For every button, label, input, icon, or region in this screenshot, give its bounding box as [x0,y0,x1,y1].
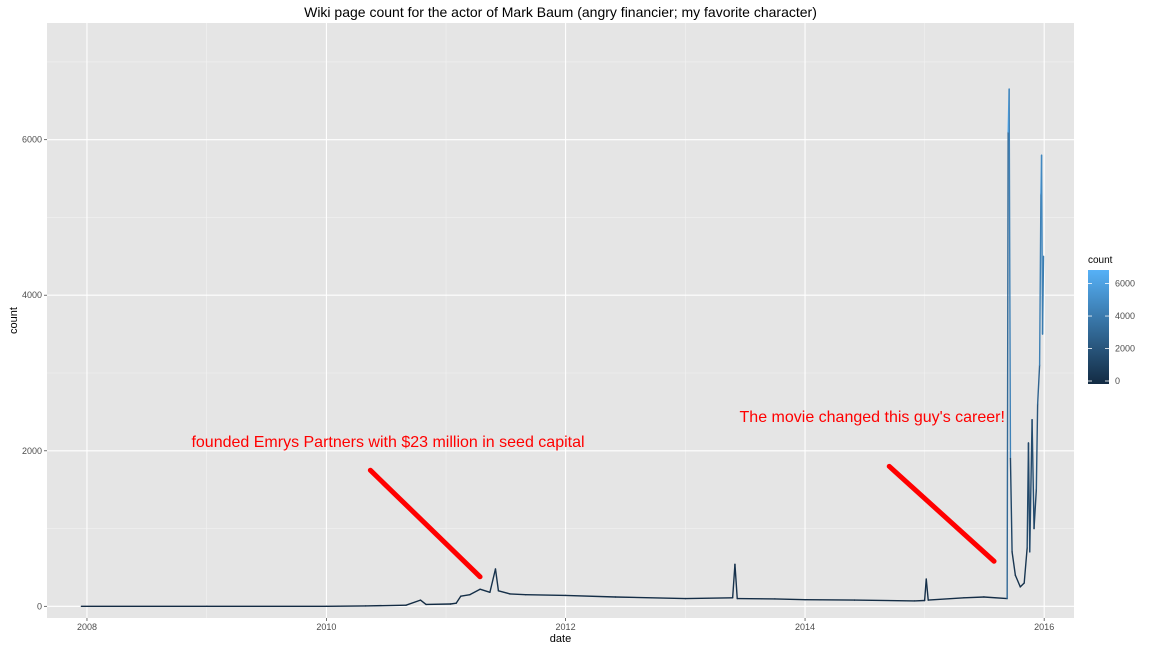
chart-title: Wiki page count for the actor of Mark Ba… [304,4,817,20]
series-segment [497,590,511,595]
series-segment [524,593,567,597]
y-tick-label: 6000 [22,135,42,145]
series-segment [419,599,427,606]
series-segment [1009,457,1013,553]
annotation-arrow [886,463,997,564]
series-segment [489,568,497,594]
series-segment [1023,547,1028,584]
legend-tick-label: 0 [1115,376,1120,386]
annotation-arrow [367,467,483,580]
series-segment [925,578,929,601]
series-segment [731,563,736,599]
series-segment [1033,488,1038,530]
series-segment [1011,551,1017,576]
legend-tick-label: 6000 [1115,279,1135,289]
y-tick-label: 2000 [22,446,42,456]
series-segment [494,568,500,592]
x-axis-label: date [550,633,571,645]
series-segment [1006,131,1009,600]
series-segment [365,604,407,607]
y-axis-label: count [8,307,20,334]
series-segment [963,596,985,599]
series-segment [614,596,687,600]
legend: count 0 2000 4000 6000 [1088,255,1135,386]
series-segment [1008,88,1012,460]
series-segment [460,593,471,597]
series-segment [1019,582,1025,588]
series-segment [469,588,481,596]
series-segment [449,602,457,605]
x-tick-label: 2008 [77,622,97,632]
series-segment [983,596,1008,600]
series-segment [734,563,738,600]
series-segment [774,598,806,601]
series-segment [1038,193,1042,366]
annotation-text: The movie changed this guy's career! [740,409,1005,426]
series-segment [1035,403,1039,491]
x-tick-label: 2010 [316,622,336,632]
annotation-text: founded Emrys Partners with $23 million … [191,434,584,451]
series-segment [1014,574,1021,588]
legend-colorbar [1088,270,1109,384]
legend-ticks: 0 2000 4000 6000 [1088,279,1135,386]
annotations: founded Emrys Partners with $23 million … [191,409,1005,580]
series-segment [479,588,491,594]
series-segment [853,599,916,602]
plot-panel [47,23,1074,618]
x-tick-label: 2014 [795,622,815,632]
series-segment [1031,418,1035,530]
grid-minor [47,23,1074,618]
x-axis: 2008 2010 2012 2014 2016 [77,618,1054,632]
series-segment [455,595,462,604]
series-segment [405,599,422,606]
x-tick-label: 2012 [556,622,576,632]
series-layer [80,88,1045,608]
legend-title: count [1088,255,1113,266]
legend-tick-label: 2000 [1115,344,1135,354]
series-segment [1036,364,1041,405]
series-segment [1041,255,1045,335]
series-segment [684,597,734,600]
series-segment [927,597,965,601]
y-axis: 0 2000 4000 6000 [22,135,47,611]
y-tick-label: 4000 [22,290,42,300]
series-segment [509,593,527,596]
series-segment [564,594,617,598]
y-tick-label: 0 [37,601,42,611]
x-tick-label: 2016 [1034,622,1054,632]
legend-tick-label: 4000 [1115,311,1135,321]
series-segment [1029,418,1033,553]
